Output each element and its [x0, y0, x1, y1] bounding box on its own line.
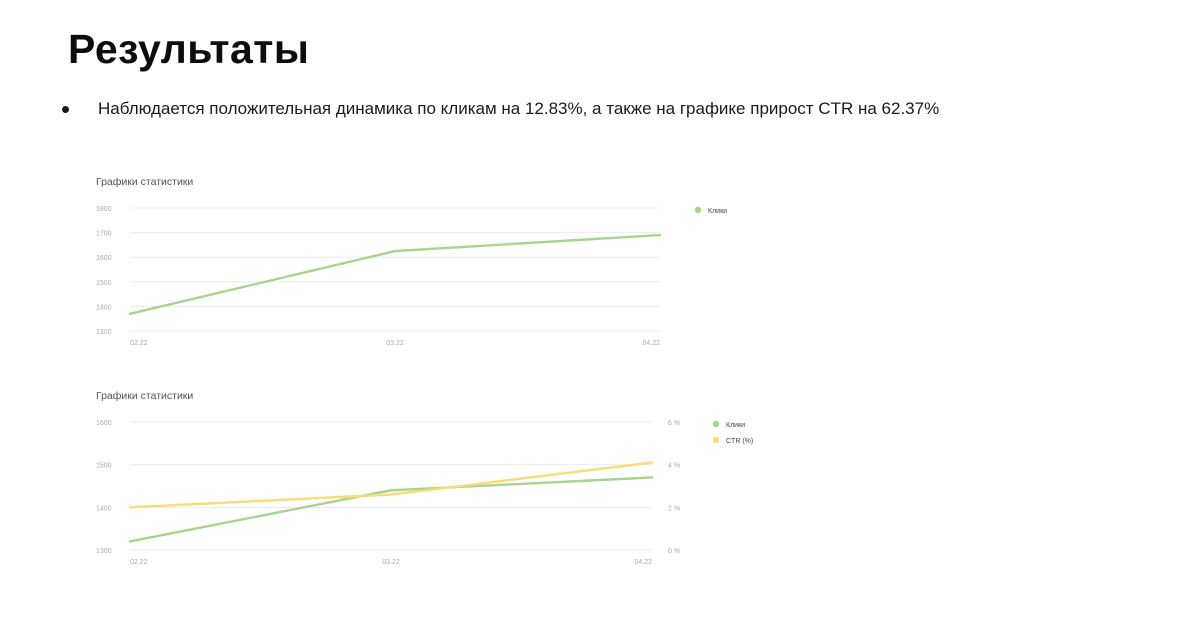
series-line — [128, 476, 654, 543]
legend-label: CTR (%) — [726, 438, 753, 445]
chart-clicks-ctr: Графики статистики 1300 1400 1500 1600 0 % 2 … — [92, 390, 792, 575]
x-tick-label: 02.22 — [130, 340, 148, 347]
data-point — [128, 506, 132, 509]
chart-title: Графики статистики — [96, 390, 194, 402]
x-tick-label: 03.22 — [386, 340, 404, 347]
data-point — [389, 489, 393, 492]
legend-label: Клики — [726, 422, 745, 429]
y-tick-label: 1300 — [96, 329, 112, 336]
y-tick-label: 1500 — [96, 280, 112, 287]
x-tick-label: 04.22 — [642, 340, 660, 347]
y-tick-label: 1400 — [96, 304, 112, 311]
legend-marker-icon — [712, 420, 720, 428]
y-tick-label: 1500 — [96, 463, 112, 470]
chart-clicks-svg: 1300 1400 1500 1600 1700 1800 02.22 03.22 04.22 К… — [96, 206, 727, 347]
series-line — [128, 461, 654, 509]
y2-tick-label: 2 % — [668, 505, 680, 512]
series-line — [128, 233, 662, 315]
y-tick-label: 1800 — [96, 206, 112, 213]
data-point — [389, 493, 393, 496]
data-point — [128, 312, 132, 315]
legend-marker-icon — [712, 436, 720, 444]
y-tick-label: 1300 — [96, 548, 112, 555]
bullet-text: Наблюдается положительная динамика по кл… — [98, 99, 940, 118]
chart-title: Графики статистики — [96, 176, 194, 188]
x-tick-label: 04.22 — [634, 559, 652, 566]
x-tick-label: 03.22 — [382, 559, 400, 566]
chart-clicks: Графики статистики 1300 1400 1500 1600 1700 1… — [92, 176, 792, 351]
x-tick-label: 02.22 — [130, 559, 148, 566]
y2-tick-label: 6 % — [668, 420, 680, 427]
legend-label: Клики — [708, 208, 727, 215]
bullet-dot-icon — [62, 106, 69, 113]
y-tick-label: 1400 — [96, 505, 112, 512]
data-point — [128, 540, 132, 543]
data-point — [393, 249, 397, 253]
y2-tick-label: 0 % — [668, 548, 680, 555]
legend-marker-icon — [694, 206, 702, 214]
bullet-list: Наблюдается положительная динамика по кл… — [60, 96, 940, 122]
chart-clicks-ctr-svg: 1300 1400 1500 1600 0 % 2 % 4 % 6 % 02.22 03.22 04… — [96, 420, 753, 566]
y-tick-label: 1600 — [96, 255, 112, 262]
y-tick-label: 1600 — [96, 420, 112, 427]
slide-title: Результаты — [68, 26, 310, 72]
data-point — [658, 233, 662, 237]
y-tick-label: 1700 — [96, 231, 112, 238]
bullet-item: Наблюдается положительная динамика по кл… — [60, 96, 940, 122]
y2-tick-label: 4 % — [668, 463, 680, 470]
data-point — [650, 461, 654, 464]
data-point — [650, 476, 654, 479]
